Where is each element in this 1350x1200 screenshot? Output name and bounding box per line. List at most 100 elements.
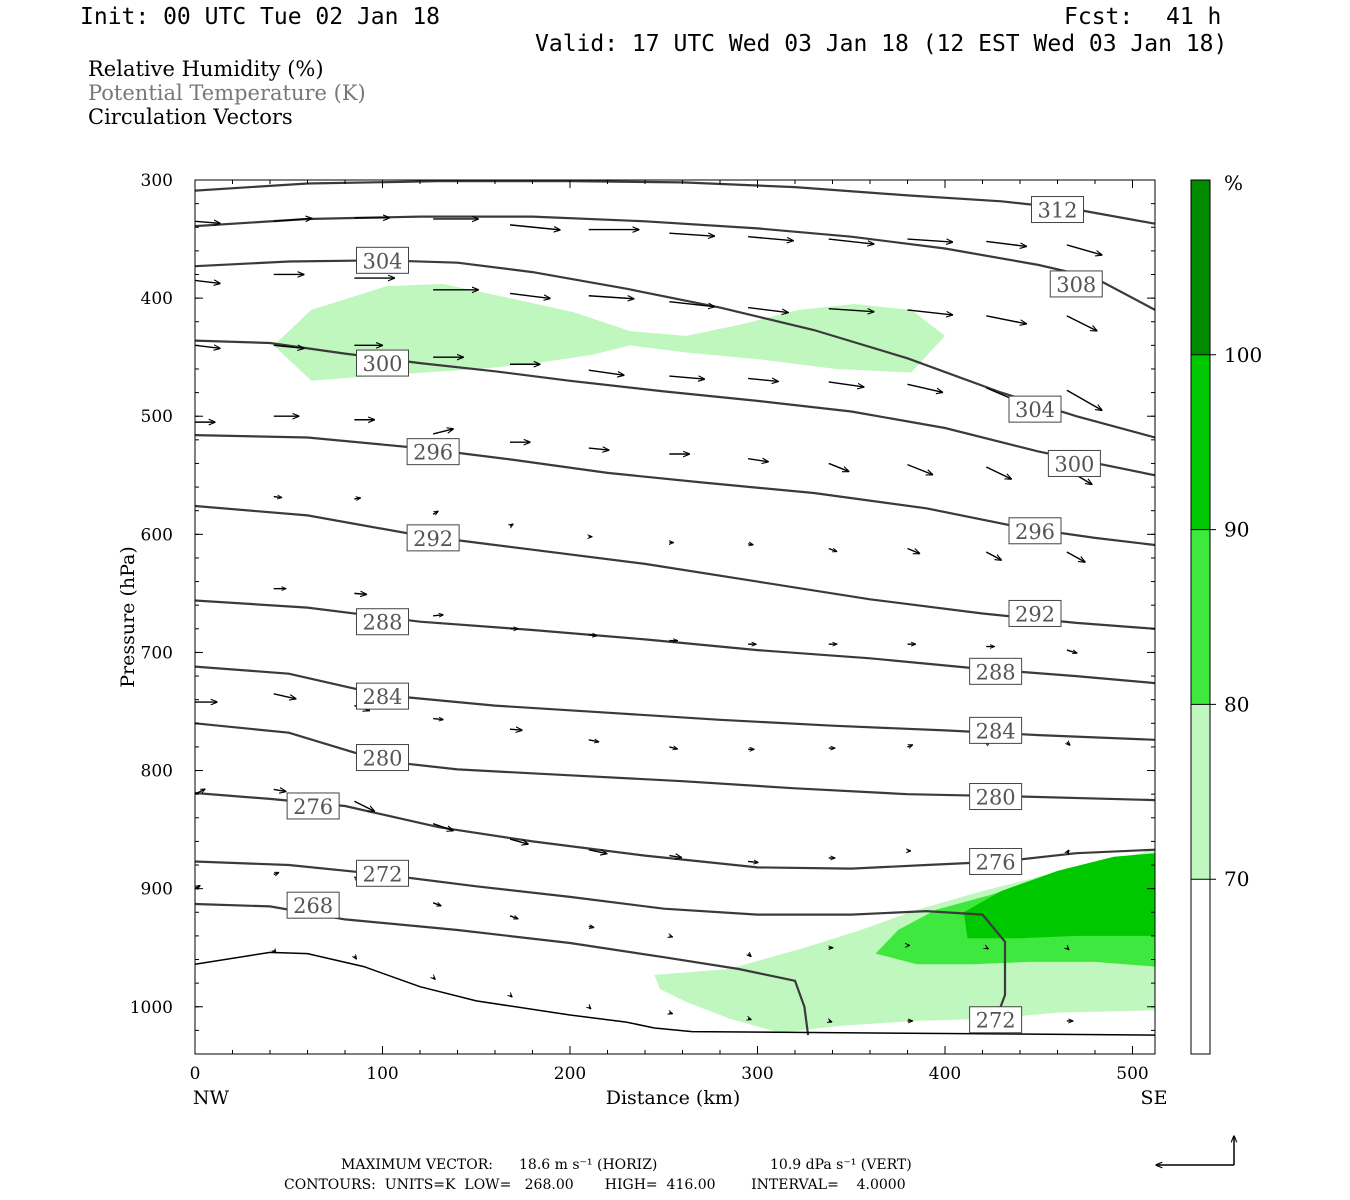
- isentrope-label-box: [406, 524, 460, 552]
- y-tick-label: 700: [141, 643, 173, 663]
- colorbar-tick-label: 80: [1224, 692, 1249, 716]
- vector-arrow: [354, 498, 360, 499]
- x-axis-title: Distance (km): [606, 1087, 741, 1109]
- vector-arrow: [433, 719, 443, 720]
- vector-arrow: [432, 429, 453, 435]
- vector-arrow: [195, 221, 220, 223]
- y-tick-label: 400: [141, 289, 173, 309]
- vector-arrow: [748, 861, 758, 862]
- vector-arrow: [748, 378, 778, 381]
- vector-arrow: [669, 747, 677, 749]
- isentrope-label-288: 288: [976, 660, 1016, 684]
- isentrope-300: [195, 339, 1155, 477]
- vector-arrow: [986, 240, 1026, 246]
- vector-arrow: [669, 936, 672, 937]
- isentrope-label-box: [406, 438, 460, 466]
- vector-arrow: [354, 956, 356, 959]
- circulation-vectors: [195, 218, 1102, 1022]
- y-tick-label: 300: [141, 171, 173, 191]
- colorbar-tick-label: 70: [1224, 867, 1249, 891]
- vector-arrow: [748, 235, 793, 241]
- vector-arrow: [907, 239, 953, 242]
- vector-arrow: [510, 524, 513, 526]
- vector-arrow: [669, 1013, 672, 1014]
- isentrope-label-box: [969, 1006, 1023, 1034]
- vector-arrow: [669, 300, 714, 307]
- vector-arrow: [669, 856, 681, 858]
- isentrope-label-296: 296: [1015, 520, 1055, 544]
- isentrope-label-272: 272: [976, 1009, 1016, 1033]
- vector-arrow: [1067, 742, 1070, 745]
- field-theta-label: Potential Temperature (K): [88, 81, 366, 105]
- vector-arrow: [273, 789, 286, 791]
- vector-arrow: [669, 233, 714, 236]
- vector-arrow: [354, 800, 374, 811]
- y-axis: 300 400 500 600 700 800 900 1000: [130, 171, 1155, 1055]
- x-tick-label: 500: [1116, 1064, 1148, 1084]
- y-tick-label: 800: [141, 762, 173, 782]
- colorbar-unit: %: [1224, 171, 1243, 195]
- x-end-label-nw: NW: [193, 1087, 230, 1109]
- colorbar-tick-label: 90: [1224, 518, 1249, 542]
- vector-arrow: [1067, 850, 1069, 853]
- field-vectors-label: Circulation Vectors: [88, 105, 293, 129]
- valid-time: Valid: 17 UTC Wed 03 Jan 18 (12 EST Wed …: [535, 31, 1228, 57]
- isentrope-label-box: [356, 349, 409, 377]
- isentrope-label-304: 304: [1015, 398, 1055, 422]
- isentrope-label-box: [1047, 449, 1101, 477]
- isentrope-label-292: 292: [1015, 602, 1055, 626]
- vector-arrow: [985, 551, 1001, 560]
- isentrope-label-272: 272: [362, 862, 402, 886]
- vector-arrow: [748, 306, 788, 313]
- forecast-label: Fcst:: [1064, 4, 1134, 30]
- x-end-label-se: SE: [1141, 1087, 1168, 1109]
- field-rh-label: Relative Humidity (%): [88, 57, 324, 81]
- vector-arrow: [985, 466, 1011, 479]
- isentrope-label-box: [969, 847, 1023, 875]
- isentrope-268: [195, 902, 810, 1036]
- humidity-region-90: [963, 853, 1155, 939]
- isentrope-280: [195, 722, 1155, 802]
- vector-arrow: [273, 497, 282, 498]
- vector-arrow: [1066, 649, 1077, 653]
- vector-arrow: [273, 693, 296, 699]
- colorbar-tick-label: 100: [1224, 343, 1262, 367]
- isentrope-label-284: 284: [362, 685, 402, 709]
- vector-arrow: [1066, 315, 1097, 331]
- isentrope-label-284: 284: [976, 719, 1016, 743]
- vector-arrow: [986, 948, 988, 949]
- vector-arrow: [589, 1007, 591, 1009]
- colorbar-swatch: [1191, 704, 1210, 880]
- vector-arrow: [1067, 948, 1069, 950]
- vector-arrow: [509, 838, 528, 844]
- isentrope-label-304: 304: [362, 249, 402, 273]
- vector-arrow: [432, 903, 441, 906]
- vector-arrow: [1066, 244, 1102, 255]
- vector-arrow: [274, 950, 276, 953]
- y-axis-title: Pressure (hPa): [117, 546, 139, 688]
- vector-arrow: [828, 238, 874, 244]
- isentrope-label-box: [1008, 599, 1062, 627]
- vector-arrow: [748, 459, 768, 462]
- vector-arrow: [509, 224, 560, 230]
- isentrope-label-300: 300: [362, 352, 402, 376]
- x-tick-label: 300: [741, 1064, 773, 1084]
- vector-arrow: [432, 823, 453, 831]
- vector-arrow: [669, 376, 704, 379]
- vector-arrow: [588, 740, 599, 742]
- vector-arrow: [748, 954, 751, 957]
- vector-arrow: [433, 615, 443, 616]
- isentrope-label-308: 308: [1056, 273, 1096, 297]
- reference-vector-icon: [1156, 1136, 1234, 1165]
- vector-arrow: [273, 218, 312, 221]
- vector-arrow: [829, 1021, 832, 1022]
- vector-arrow: [748, 1019, 751, 1020]
- colorbar-swatch: [1191, 180, 1210, 355]
- init-time: Init: 00 UTC Tue 02 Jan 18: [80, 4, 441, 30]
- vector-arrow: [509, 916, 518, 919]
- vector-arrow: [588, 848, 607, 854]
- colorbar-frame: [1190, 179, 1211, 1055]
- vector-arrow: [588, 926, 594, 927]
- vector-arrow: [588, 448, 609, 450]
